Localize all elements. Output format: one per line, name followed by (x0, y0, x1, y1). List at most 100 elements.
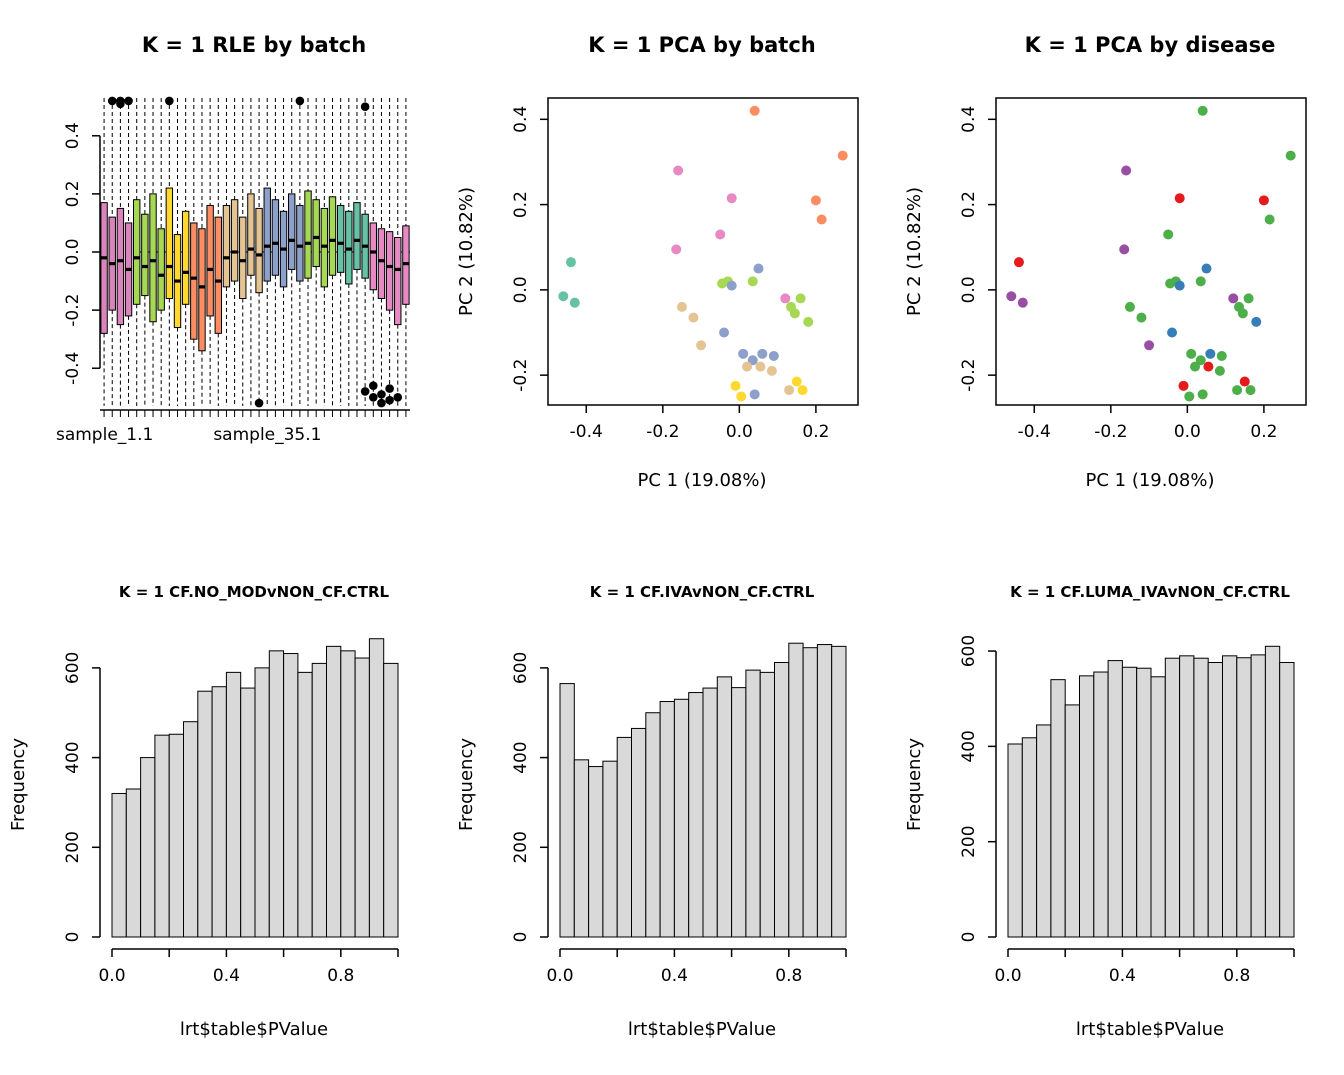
outlier-point (165, 96, 174, 106)
data-point (791, 376, 802, 387)
x-tick-label: 0.2 (802, 422, 829, 442)
median-line (370, 250, 377, 254)
outlier-point (254, 398, 264, 408)
median-line (304, 241, 312, 245)
x-tick-label: 0.0 (546, 966, 573, 986)
box (247, 193, 255, 276)
data-point (1203, 361, 1214, 372)
hist-bar (125, 788, 142, 938)
median-line (345, 247, 353, 251)
hist-bar (688, 692, 704, 938)
median-line (386, 264, 393, 269)
median-line (378, 259, 385, 263)
hist-bar (197, 690, 213, 938)
y-axis-label: PC 2 (10.82%) (456, 187, 477, 317)
x-tick-label: 0.8 (327, 966, 354, 986)
data-point (726, 280, 737, 291)
hist-bar (702, 687, 718, 938)
box (214, 216, 222, 334)
y-tick-label: 0.0 (511, 276, 531, 303)
data-point (1197, 105, 1208, 116)
data-point (1228, 293, 1239, 304)
hist-bar (588, 766, 604, 938)
y-tick-label: 0.2 (63, 180, 83, 207)
box (377, 228, 386, 299)
data-point (749, 105, 760, 116)
plot-frame (995, 97, 1307, 406)
box (385, 231, 394, 311)
data-point (730, 380, 741, 391)
hist-bar (140, 757, 156, 938)
median-line (288, 238, 295, 242)
box (369, 222, 377, 291)
y-tick-label: -0.4 (63, 352, 83, 385)
hist-bar (311, 662, 328, 938)
data-point (688, 312, 699, 323)
data-point (755, 361, 766, 372)
box (190, 222, 198, 340)
x-tick-label: 0.2 (1250, 422, 1277, 442)
median-line (255, 253, 263, 257)
sample-label: sample_35.1 (213, 425, 321, 445)
median-line (117, 259, 124, 263)
x-axis-label: PC 1 (19.08%) (1085, 470, 1215, 491)
hist-bar (383, 662, 399, 938)
hist-bar (616, 736, 632, 938)
hist-bar (559, 683, 575, 938)
hist-bar (326, 645, 342, 938)
box (149, 193, 157, 323)
data-point (1119, 244, 1130, 255)
box (198, 228, 206, 352)
y-tick-label: 400 (511, 741, 531, 773)
data-point (1190, 361, 1201, 372)
y-tick-label: 0.0 (959, 276, 979, 303)
data-point (1017, 297, 1028, 308)
outlier-point (377, 398, 386, 408)
median-line (149, 259, 157, 263)
median-line (157, 273, 165, 277)
data-point (715, 229, 726, 240)
x-tick-label: 0.0 (726, 422, 753, 442)
hist-bar (1050, 679, 1066, 938)
y-tick-label: 600 (959, 635, 979, 667)
box (116, 207, 125, 326)
data-point (673, 165, 684, 176)
panel-title: K = 1 CF.IVAvNON_CF.CTRL (589, 583, 815, 601)
median-line (321, 244, 328, 248)
data-point (1186, 348, 1197, 359)
outlier-point (368, 392, 378, 402)
data-point (753, 263, 764, 274)
hist-bar (268, 650, 285, 938)
hist-bar (1250, 654, 1266, 938)
data-point (766, 365, 777, 376)
data-point (1013, 257, 1024, 268)
outlier-point (385, 384, 394, 393)
x-axis-label: lrt$table$PValue (179, 1019, 329, 1040)
rle-boxplot: -0.4 -0.2 0.0 0.2 0.4 sample_1.1 sample_35.1 (56, 96, 410, 445)
x-tick-label: -0.4 (570, 422, 603, 442)
hist-bar (816, 644, 833, 938)
y-tick-label: 0 (959, 932, 979, 943)
median-line (231, 250, 238, 254)
outlier-point (360, 387, 370, 396)
y-tick-label: -0.2 (959, 359, 979, 392)
y-tick-label: 0 (63, 932, 83, 943)
y-axis-label: Frequency (904, 738, 925, 831)
outlier-point (377, 390, 386, 399)
panel-title: K = 1 PCA by disease (1024, 33, 1276, 57)
hist-bar (1279, 662, 1295, 938)
median-line (198, 285, 206, 289)
box (263, 187, 271, 282)
data-point (1184, 391, 1195, 402)
hist-bar (745, 669, 761, 938)
pvalue-histogram-3: 0 200 400 600 0.0 0.4 0.8 (959, 635, 1295, 986)
data-point (1258, 195, 1269, 206)
data-point (784, 385, 795, 396)
x-axis-label: lrt$table$PValue (627, 1019, 777, 1040)
outlier-point (385, 395, 394, 405)
hist-bar (225, 671, 242, 938)
hist-bar (573, 759, 590, 938)
data-point (558, 291, 569, 302)
outlier-point (295, 96, 305, 106)
